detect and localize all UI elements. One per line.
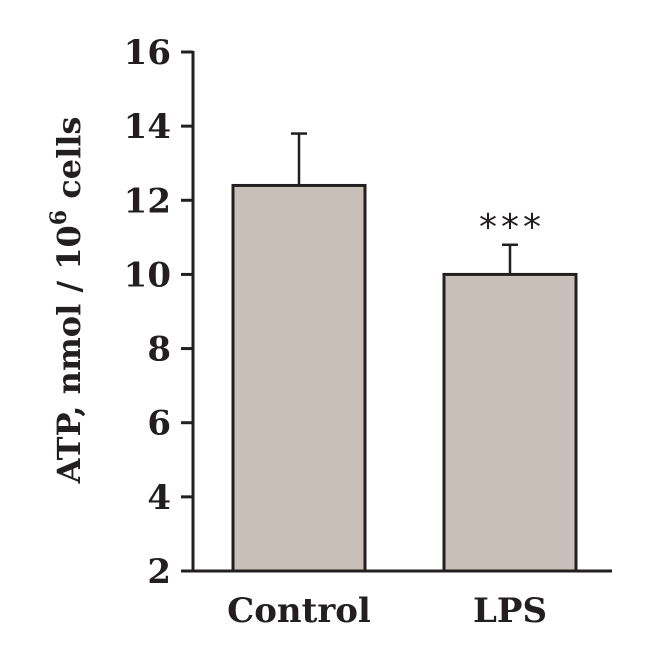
x-category-label: LPS xyxy=(473,591,547,631)
y-axis-title-tail: cells xyxy=(50,117,88,210)
y-tick-label: 10 xyxy=(124,255,171,295)
y-tick-label: 4 xyxy=(147,478,171,518)
y-tick-label: 6 xyxy=(147,404,171,444)
y-axis-title-superscript: 6 xyxy=(46,210,72,225)
significance-label: *** xyxy=(479,207,545,248)
y-tick-label: 12 xyxy=(124,181,171,221)
y-tick-label: 16 xyxy=(124,33,171,73)
x-category-label: Control xyxy=(227,591,371,631)
y-axis-title: ATP, nmol / 106 cells xyxy=(46,117,88,485)
y-axis-ticks: 2 4 6 8 10 12 14 16 xyxy=(124,33,193,592)
y-tick-label: 8 xyxy=(147,330,171,370)
bars: *** xyxy=(231,132,578,573)
y-tick-label: 2 xyxy=(147,552,171,592)
y-axis-title-main: ATP, nmol / 10 xyxy=(50,225,88,484)
y-tick-label: 14 xyxy=(124,107,171,147)
category-labels: Control LPS xyxy=(227,591,547,631)
bar-lps xyxy=(442,272,578,573)
axes xyxy=(191,51,612,573)
svg-text:ATP, nmol / 106 cells: ATP, nmol / 106 cells xyxy=(46,117,88,485)
bar-control xyxy=(231,183,367,573)
